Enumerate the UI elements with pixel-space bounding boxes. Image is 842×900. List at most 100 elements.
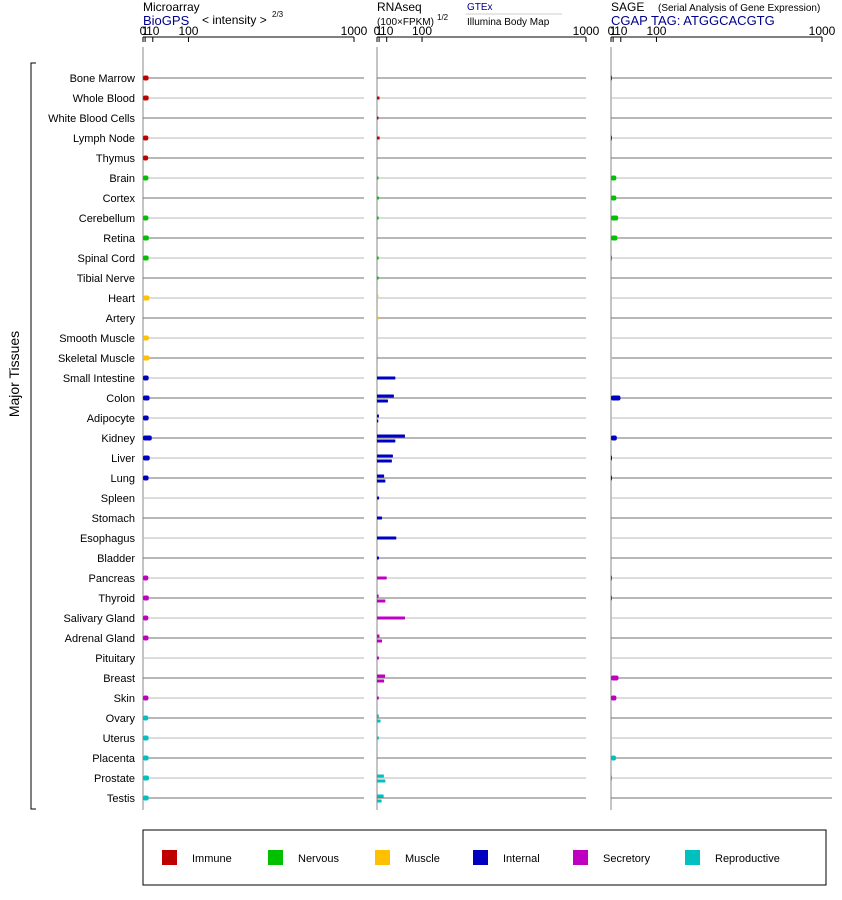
legend-label: Secretory — [603, 853, 651, 865]
microarray-bar — [143, 295, 150, 301]
rnaseq-bar — [377, 736, 379, 740]
tissue-label: Breast — [103, 673, 135, 685]
microarray-bar — [143, 395, 150, 401]
legend-item: Immune — [162, 850, 232, 865]
tissue-label: Lymph Node — [73, 133, 135, 145]
tissue-label: Artery — [106, 313, 136, 325]
sage-tick-label: 0 — [608, 24, 615, 38]
rnaseq-bar — [377, 634, 380, 638]
sage-bar — [611, 75, 612, 81]
sage-title: SAGE — [611, 0, 644, 14]
sage-source: CGAP TAG: ATGGCACGTG — [611, 13, 775, 28]
sage-bar — [611, 695, 617, 701]
sage-bar — [611, 455, 612, 461]
microarray-bar — [143, 355, 150, 361]
rnaseq-tick-label: 1000 — [573, 24, 600, 38]
sage-tick-label: 1 — [610, 24, 617, 38]
rnaseq-bar — [377, 434, 405, 438]
legend-item: Muscle — [375, 850, 440, 865]
microarray-title: Microarray — [143, 0, 200, 14]
sage-bar — [611, 675, 619, 681]
legend-label: Reproductive — [715, 853, 780, 865]
microarray-bar — [143, 775, 150, 781]
tissue-label: Bone Marrow — [70, 73, 135, 85]
rnaseq-title: RNAseq — [377, 0, 422, 14]
rnaseq-tick-label: 10 — [380, 24, 394, 38]
microarray-bar — [143, 255, 149, 261]
rnaseq-bar — [377, 359, 378, 363]
sage-bar — [611, 215, 619, 221]
rnaseq-bar — [377, 459, 392, 463]
rnaseq-bar — [377, 176, 379, 180]
microarray-bar — [143, 475, 149, 481]
microarray-bar — [143, 595, 149, 601]
tissue-label: Brain — [109, 173, 135, 185]
legend-swatch — [573, 850, 588, 865]
legend-label: Muscle — [405, 853, 440, 865]
microarray-bar — [143, 575, 149, 581]
tissue-label: Skin — [114, 693, 135, 705]
tissue-label: Liver — [111, 453, 135, 465]
sage-bar — [611, 255, 612, 261]
tissue-label: Adrenal Gland — [65, 633, 135, 645]
legend-label: Immune — [192, 853, 232, 865]
rnaseq-bar — [377, 394, 394, 398]
microarray-tick-label: 10 — [146, 24, 160, 38]
sage-bar — [611, 295, 612, 301]
sage-bar — [611, 595, 612, 601]
rnaseq-bar — [377, 799, 382, 803]
microarray-bar — [143, 375, 149, 381]
rnaseq-bar — [377, 96, 380, 100]
microarray-bar — [143, 715, 149, 721]
rnaseq-series-gtex: GTEx — [467, 2, 493, 13]
microarray-bar — [143, 75, 149, 81]
tissue-label: Colon — [106, 393, 135, 405]
sage-bar — [611, 435, 617, 441]
rnaseq-bar — [377, 294, 379, 298]
sage-bar — [611, 135, 612, 141]
rnaseq-bar — [377, 794, 384, 798]
sage-header: SAGE (Serial Analysis of Gene Expression… — [611, 0, 820, 28]
rnaseq-bar — [377, 276, 379, 280]
y-axis-label: Major Tissues — [6, 331, 22, 417]
rnaseq-header: RNAseq (100×FPKM) 1/2 GTEx Illumina Body… — [377, 0, 562, 28]
rnaseq-bar — [377, 674, 386, 678]
microarray-bar — [143, 335, 149, 341]
microarray-bar — [143, 175, 149, 181]
sage-tick-label: 10 — [614, 24, 628, 38]
rnaseq-unit-exponent: 1/2 — [437, 13, 449, 22]
legend-swatch — [268, 850, 283, 865]
rnaseq-bar — [377, 599, 386, 603]
legend-swatch — [162, 850, 177, 865]
tissue-label: Placenta — [92, 753, 136, 765]
tissue-label: Bladder — [97, 553, 135, 565]
rnaseq-bar — [377, 639, 382, 643]
legend-label: Internal — [503, 853, 540, 865]
microarray-tick-label: 1000 — [341, 24, 368, 38]
microarray-bar — [143, 735, 149, 741]
rnaseq-bar — [377, 714, 379, 718]
microarray-bar — [143, 215, 149, 221]
tissue-label: Skeletal Muscle — [58, 353, 135, 365]
sage-tick-label: 100 — [646, 24, 666, 38]
microarray-bar — [143, 695, 149, 701]
microarray-tick-label: 1 — [142, 24, 149, 38]
tissue-label: Tibial Nerve — [77, 273, 135, 285]
rnaseq-tick-label: 100 — [412, 24, 432, 38]
sage-bar — [611, 235, 618, 241]
rnaseq-bar — [377, 316, 379, 320]
legend-item: Secretory — [573, 850, 651, 865]
tissue-label: Thyroid — [98, 593, 135, 605]
rnaseq-bar — [377, 536, 397, 540]
rnaseq-bar — [377, 474, 385, 478]
legend-swatch — [375, 850, 390, 865]
tissue-label: Retina — [103, 233, 136, 245]
rnaseq-series-illumina: Illumina Body Map — [467, 17, 550, 28]
microarray-bar — [143, 135, 149, 141]
tissue-label: Pancreas — [89, 573, 136, 585]
microarray-unit: < intensity > — [202, 13, 267, 27]
